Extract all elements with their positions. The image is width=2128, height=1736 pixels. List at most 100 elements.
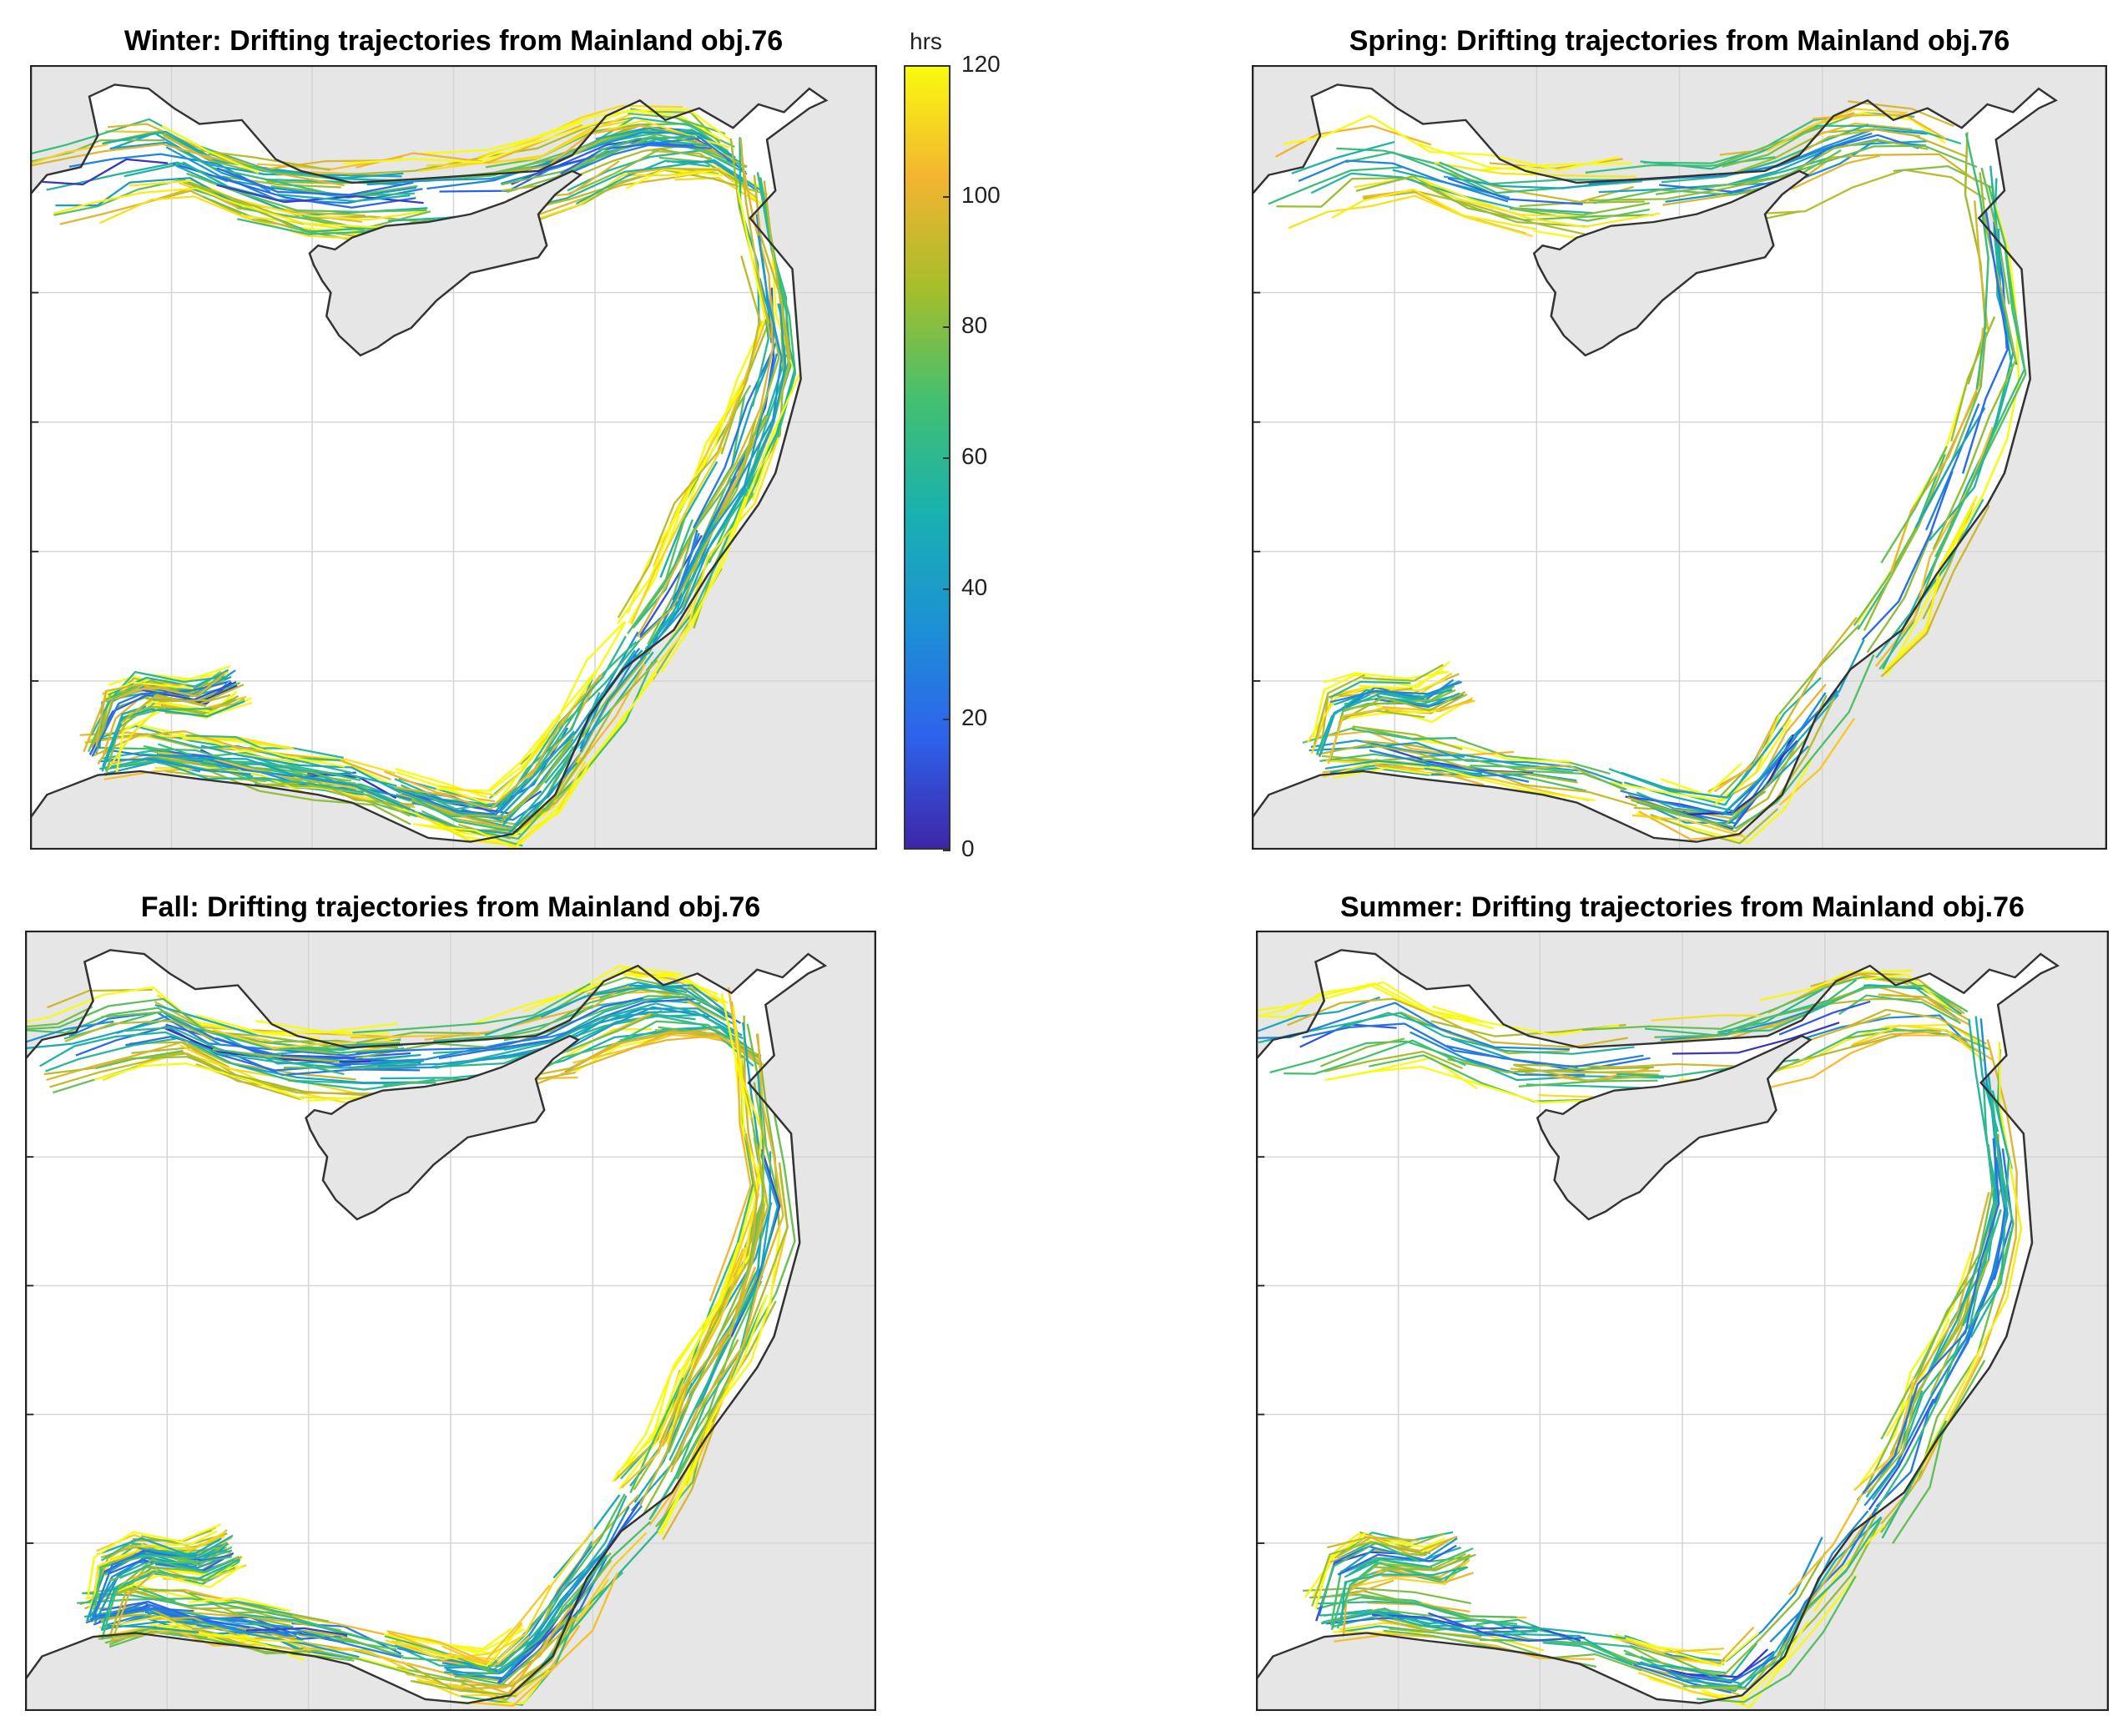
drift-trajectory <box>1283 1039 1466 1075</box>
drift-trajectory <box>1382 1553 1476 1571</box>
drift-trajectory <box>1303 1587 1472 1605</box>
drift-trajectory <box>1514 1064 1657 1082</box>
drift-trajectory <box>216 184 424 204</box>
drift-trajectory <box>159 684 245 703</box>
drift-trajectory <box>84 1588 341 1632</box>
drift-trajectory <box>208 1031 401 1052</box>
drift-trajectory <box>90 1607 402 1658</box>
drift-trajectory <box>672 418 763 603</box>
drift-trajectory <box>415 761 587 846</box>
drift-trajectory <box>1329 680 1463 704</box>
drift-trajectory <box>1417 142 1547 173</box>
drift-trajectory <box>1683 1517 1883 1688</box>
drift-trajectory <box>1843 1008 1987 1045</box>
drift-trajectory <box>1329 767 1483 776</box>
drift-trajectory <box>1298 159 1509 203</box>
drift-trajectory <box>1962 1209 2002 1326</box>
drift-trajectory <box>1329 1066 1606 1104</box>
drift-trajectory <box>1801 1514 1873 1613</box>
drift-trajectory <box>419 112 634 172</box>
drift-trajectory <box>1813 122 1913 138</box>
drift-trajectory <box>186 734 340 761</box>
drift-trajectory <box>101 700 245 772</box>
colorbar-tick-label: 100 <box>961 181 1001 208</box>
drift-trajectory <box>1881 498 1984 670</box>
drift-trajectory <box>1268 166 1404 205</box>
drift-trajectory <box>1783 1014 1973 1048</box>
drift-trajectory <box>356 997 643 1055</box>
drift-trajectory <box>1969 1090 2010 1339</box>
drift-trajectory <box>249 744 345 768</box>
drift-trajectory <box>549 124 730 165</box>
drift-trajectory <box>343 108 732 165</box>
drift-trajectory <box>109 760 365 794</box>
drift-trajectory <box>1929 1262 1978 1395</box>
drift-trajectory <box>163 1564 247 1580</box>
drift-trajectory <box>275 193 411 203</box>
drift-trajectory <box>30 143 345 187</box>
drift-trajectory <box>188 1597 291 1612</box>
drift-trajectory <box>161 124 260 174</box>
colorbar-tick-mark <box>943 588 951 590</box>
drift-trajectory <box>1381 1558 1470 1577</box>
drift-trajectory <box>140 1531 227 1553</box>
axes-frame <box>1256 931 2109 1711</box>
drift-trajectory <box>107 123 391 171</box>
axes-frame <box>1252 65 2107 850</box>
drift-trajectory <box>688 1204 766 1394</box>
axes-frame <box>30 65 877 850</box>
coastline <box>1256 949 2060 1704</box>
drift-trajectory <box>1697 1576 1857 1703</box>
drift-trajectory <box>1327 1536 1420 1549</box>
drift-trajectory <box>1910 1042 2023 1484</box>
drift-trajectory <box>410 1667 554 1696</box>
drift-trajectory <box>280 1052 411 1059</box>
drift-trajectory <box>187 1041 436 1091</box>
coastline <box>25 949 828 1704</box>
sea-area <box>1252 84 2056 842</box>
drift-trajectory <box>1338 1544 1457 1576</box>
drift-trajectory <box>753 174 792 361</box>
drift-trajectory <box>418 672 658 850</box>
drift-trajectory <box>1852 1024 1986 1063</box>
drift-trajectory <box>667 1197 764 1454</box>
drift-trajectory <box>1861 471 1954 641</box>
map-panel-winter <box>30 65 877 850</box>
drift-trajectory <box>1352 728 1457 741</box>
drift-trajectory <box>1772 1521 1881 1663</box>
drift-trajectory <box>172 162 416 209</box>
drift-trajectory <box>95 672 225 748</box>
drift-trajectory <box>629 1377 684 1494</box>
drift-trajectory <box>25 1006 93 1028</box>
drift-trajectory <box>1778 1000 1871 1036</box>
drift-trajectory <box>1874 426 1994 667</box>
drift-trajectory <box>520 169 768 212</box>
drift-trajectory <box>101 1621 360 1658</box>
drift-trajectory <box>391 1637 521 1661</box>
drift-trajectory <box>95 1049 184 1070</box>
drift-trajectory <box>251 218 369 240</box>
grid-lines <box>1252 65 2107 850</box>
drift-trajectory <box>1369 749 1530 783</box>
drift-trajectory <box>1313 674 1365 745</box>
drift-trajectory <box>1332 767 1432 779</box>
drift-trajectory <box>197 1615 300 1632</box>
drift-trajectory <box>1336 1562 1469 1629</box>
drift-trajectory <box>453 1617 577 1691</box>
drift-trajectory <box>1974 1016 1999 1133</box>
drift-trajectory <box>1961 209 2009 474</box>
drift-trajectory <box>1759 969 1913 1002</box>
drift-trajectory <box>639 303 787 660</box>
drift-trajectory <box>593 119 730 149</box>
drift-trajectory <box>38 1031 425 1069</box>
drift-trajectory <box>1309 741 1623 785</box>
drift-trajectory <box>1654 984 1969 1038</box>
drift-trajectory <box>1933 1208 2006 1405</box>
colorbar-tick-label: 120 <box>961 51 1001 77</box>
drift-trajectory <box>1256 1002 1571 1051</box>
drift-trajectory <box>198 149 330 171</box>
drift-trajectory <box>25 997 335 1051</box>
drift-trajectory <box>385 1528 595 1661</box>
drift-trajectory <box>1880 505 1990 678</box>
drift-trajectory <box>1891 1360 1986 1544</box>
